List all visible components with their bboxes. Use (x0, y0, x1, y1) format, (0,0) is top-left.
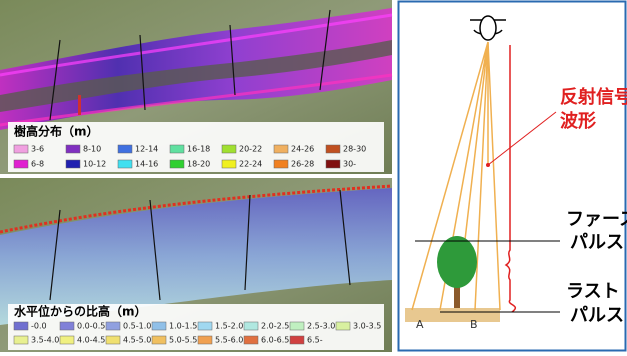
legend-label: 5.5-6.0 (215, 336, 243, 345)
lidar-diagram: 反射信号の 波形 ファースト パルス ラスト パルス A B (399, 2, 627, 351)
legend-label: 4.0-4.5 (77, 336, 105, 345)
legend-swatch (106, 322, 120, 330)
signal-label: 波形 (560, 110, 596, 132)
legend-swatch (66, 145, 80, 153)
legend-swatch (60, 322, 74, 330)
legend-swatch (198, 322, 212, 330)
legend-swatch (290, 322, 304, 330)
legend-label: 20-22 (239, 145, 262, 154)
signal-label: 反射信号の (560, 86, 627, 108)
legend-swatch (336, 322, 350, 330)
legend-label: 0.0-0.5 (77, 322, 105, 331)
legend-swatch (152, 322, 166, 330)
legend-label: 1.5-2.0 (215, 322, 243, 331)
legend-label: 3.0-3.5 (353, 322, 381, 331)
legend-swatch (290, 336, 304, 344)
legend-swatch (274, 145, 288, 153)
legend-label: 1.0-1.5 (169, 322, 197, 331)
height-map: 水平位からの比高（m） -0.0 0.0-0.5 0.5-1.0 1.0-1.5 1.5… (0, 178, 392, 352)
figure: 樹高分布（m） 3-6 8-10 12-14 16-18 20-22 24-26 28-30… (0, 0, 627, 352)
legend-label: 3.5-4.0 (31, 336, 59, 345)
legend-label: 2.0-2.5 (261, 322, 289, 331)
legend-label: 14-16 (135, 160, 158, 169)
last-pulse-label: ラスト (566, 281, 620, 302)
legend-label: 6-8 (31, 160, 44, 169)
legend-swatch (118, 160, 132, 168)
legend-label: 5.0-5.5 (169, 336, 197, 345)
legend-label: 30- (343, 160, 356, 169)
legend-label: 6.0-6.5 (261, 336, 289, 345)
legend-swatch (170, 145, 184, 153)
point-label: B (470, 318, 478, 331)
legend-swatch (326, 145, 340, 153)
legend-label: 6.5- (307, 336, 323, 345)
legend-swatch (326, 160, 340, 168)
legend-swatch (222, 145, 236, 153)
legend-swatch (118, 145, 132, 153)
page: 樹高分布（m） 3-6 8-10 12-14 16-18 20-22 24-26 28-30… (0, 0, 627, 356)
legend-swatch (14, 160, 28, 168)
legend-label: 16-18 (187, 145, 210, 154)
tree-height-map: 樹高分布（m） 3-6 8-10 12-14 16-18 20-22 24-26 28-30… (0, 0, 392, 174)
legend-swatch (14, 145, 28, 153)
legend-label: 3-6 (31, 145, 44, 154)
legend-label: 8-10 (83, 145, 101, 154)
legend-label: 22-24 (239, 160, 262, 169)
legend-label: 4.5-5.0 (123, 336, 151, 345)
legend-swatch (198, 336, 212, 344)
legend-swatch (244, 322, 258, 330)
first-pulse-label: ファースト (566, 209, 627, 230)
legend-swatch (106, 336, 120, 344)
legend-label: 18-20 (187, 160, 210, 169)
legend-label: 28-30 (343, 145, 366, 154)
legend-swatch (66, 160, 80, 168)
legend-label: 2.5-3.0 (307, 322, 335, 331)
legend-label: 24-26 (291, 145, 314, 154)
last-pulse-label: パルス (570, 305, 624, 326)
legend-swatch (274, 160, 288, 168)
legend-swatch (60, 336, 74, 344)
legend-swatch (222, 160, 236, 168)
legend-swatch (170, 160, 184, 168)
point-label: A (416, 318, 424, 331)
map-title: 樹高分布（m） (14, 124, 99, 139)
legend-label: 0.5-1.0 (123, 322, 151, 331)
legend-label: -0.0 (31, 322, 47, 331)
legend-swatch (244, 336, 258, 344)
map-title: 水平位からの比高（m） (14, 304, 147, 319)
legend-label: 10-12 (83, 160, 106, 169)
legend-label: 12-14 (135, 145, 158, 154)
legend-label: 26-28 (291, 160, 314, 169)
legend-swatch (14, 322, 28, 330)
legend-swatch (14, 336, 28, 344)
first-pulse-label: パルス (570, 232, 624, 253)
legend-swatch (152, 336, 166, 344)
